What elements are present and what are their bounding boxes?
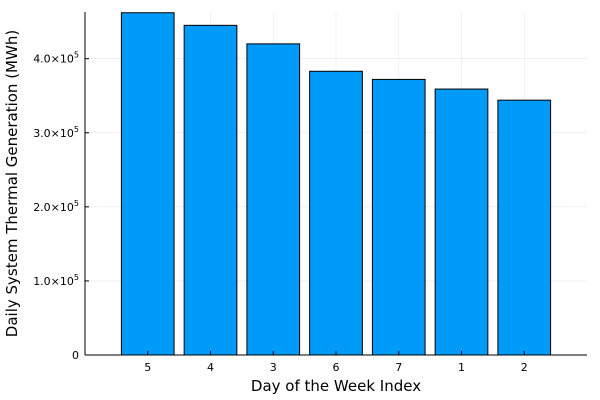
x-tick-label: 6 [333,361,340,374]
bar-day-1 [434,88,489,356]
y-ticks: 0 1.0×105 2.0×105 3.0×105 4.0×105 [33,51,89,362]
x-tick-label: 2 [521,361,528,374]
x-tick-label: 7 [395,361,402,374]
x-tick-label: 4 [207,361,214,374]
bar-day-6 [309,70,363,356]
x-tick-label: 5 [144,361,151,374]
y-tick-label: 2.0×105 [33,199,79,214]
bar-day-2 [497,99,552,356]
x-tick-label: 3 [270,361,277,374]
y-tick-label: 3.0×105 [33,125,79,140]
bar-day-5 [120,12,175,356]
y-tick-label: 4.0×105 [33,51,79,66]
x-ticks: 5 4 3 6 7 1 2 [144,351,528,374]
bar-day-3 [246,43,301,356]
y-axis-title: Daily System Thermal Generation (MWh) [3,30,21,337]
x-tick-label: 1 [458,361,465,374]
x-axis-title: Day of the Week Index [251,377,421,395]
bar-day-7 [371,78,426,356]
y-tick-label: 1.0×105 [33,273,79,288]
bar-day-4 [183,24,238,356]
y-tick-label: 0 [72,349,79,362]
bars [120,12,552,356]
